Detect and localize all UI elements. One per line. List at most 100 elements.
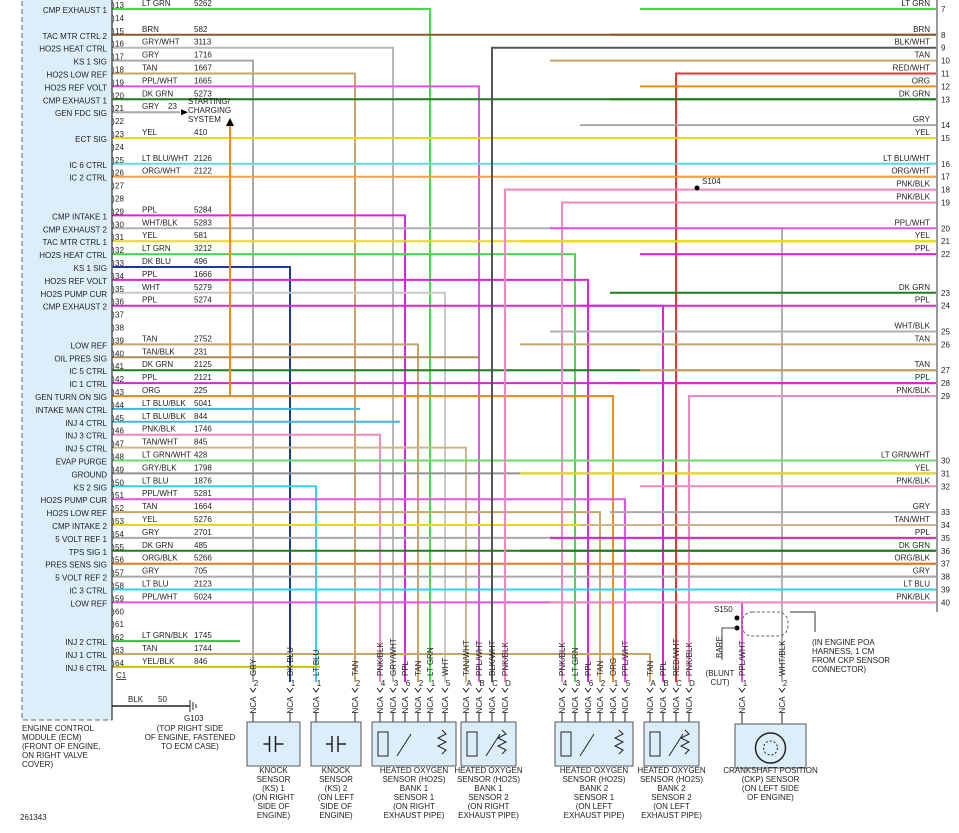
circuit-number: 1798 [194,463,212,472]
ecm-bracket: ) [112,207,115,216]
ks-symbol [263,736,284,752]
component-caption: SIDE OF [257,802,289,811]
ecm-pin-label: HO2S HEAT CTRL [39,251,107,260]
circuit-number: 2126 [194,154,212,163]
ecm-bracket: ) [112,233,115,242]
component-pin-number: 2 [783,679,788,688]
ecm-pin-number: 21 [115,104,124,113]
ground-caption: TO ECM CASE) [161,742,219,751]
harness-pin-number: 13 [941,95,950,104]
component-wire-label: PPL/WHT [738,640,747,676]
ecm-bracket: ) [112,530,115,539]
component-caption: EXHAUST PIPE) [641,811,702,820]
connector-tab [462,687,470,693]
ecm-pin-number: 34 [115,272,124,281]
connector-tab [501,687,509,693]
connector-label: NCA [621,696,630,714]
wire-color-label: PPL [142,205,158,214]
circuit-number: 705 [194,567,208,576]
circuit-number: 485 [194,541,208,550]
ecm-pin-number: 31 [115,233,124,242]
ecm-bracket: ) [112,349,115,358]
ecm-pin-label: CMP INTAKE 2 [52,522,107,531]
wire [113,266,291,682]
ecm-bracket: ) [112,659,115,668]
wire [113,8,431,682]
wire [113,278,589,682]
wire [113,343,419,682]
ecm-pin-label: INJ 3 CTRL [65,432,107,441]
component-wire-label: TAN [351,660,360,676]
shield [741,611,789,637]
component-caption: BANK 1 [400,784,429,793]
circuit-number: 5041 [194,399,212,408]
wire-color-label: PPL/WHT [142,592,178,601]
connector-tab [672,687,680,693]
wire-color-label: PPL [915,244,931,253]
ecm-body [21,0,113,721]
circuit-number: 1664 [194,502,212,511]
wire-color-label: PPL [915,373,931,382]
ecm-pin-label: IC 5 CTRL [69,367,107,376]
wire-color-label: LT BLU [904,580,931,589]
component-wire-label: PPL [584,660,593,676]
component-pin-number: 6 [589,679,594,688]
circuit-number: 2121 [194,373,212,382]
harness-pin-number: 26 [941,340,950,349]
component-wire-label: GRY/WHT [389,638,398,676]
circuit-number: 5266 [194,554,212,563]
wire-color-label: TAN [915,334,931,343]
ecm-bracket: ) [112,465,115,474]
ground-name: G103 [184,714,204,723]
connector-id: C1 [116,671,127,680]
ecm-bracket: ) [112,14,115,23]
wire [113,85,480,682]
ecm-pin-label: HO2S HEAT CTRL [39,45,107,54]
ecm-pin-number: 55 [115,543,124,552]
component-body [643,721,700,767]
ecm-bracket: ) [112,517,115,526]
circuit-number: 1667 [194,64,212,73]
ecm-bracket: ) [112,594,115,603]
component-pin-number: 2 [254,679,259,688]
wire-color-label: LT BLU/BLK [142,399,186,408]
ecm-pin-label: HO2S LOW REF [47,509,108,518]
ckp-symbol [763,740,778,756]
component-wire-label: BLK/WHT [488,640,497,676]
component-wire-label: TAN [596,660,605,676]
ecm-pin-number: 15 [115,27,124,36]
circuit-number: 1746 [194,425,212,434]
ecm-pin-number: 60 [115,607,124,616]
ecm-bracket: ) [112,491,115,500]
component-pin-number: 2 [601,679,606,688]
component-pin-number: B [663,679,668,688]
wire [113,59,254,682]
component-caption: ENGINE) [257,811,291,820]
wire-color-label: YEL [142,128,158,137]
ecm-pin-number: 48 [115,453,124,462]
component-caption: SENSOR 2 [651,793,692,802]
drain-note: (BLUNT [706,669,735,678]
connector-tab [596,687,604,693]
wire [688,395,936,682]
wire-color-label: PNK/BLK [896,193,930,202]
component-pin-number: 4 [381,679,386,688]
system-label: CHARGING [188,106,231,115]
component-wire-label: PNK/BLK [376,642,385,676]
wire-color-label: YEL [142,515,158,524]
ecm-bracket: ) [112,607,115,616]
wire-color-label: ORG [912,76,930,85]
ecm-bracket: ) [112,401,115,410]
wire-color-label: PNK/BLK [896,180,930,189]
wire-color-label: DK GRN [899,89,930,98]
connector-label: NCA [312,696,321,714]
ecm-pin-number: 43 [115,388,124,397]
ecm-bracket: ) [112,633,115,642]
wire [113,395,614,682]
component-wire-label: LT GRN [426,647,435,676]
circuit-number: 2122 [194,167,212,176]
connector-label: NCA [584,696,593,714]
harness-pin-number: 19 [941,199,950,208]
wire-color-label: BRN [913,25,930,34]
ecm-pin-label: LOW REF [71,341,108,350]
